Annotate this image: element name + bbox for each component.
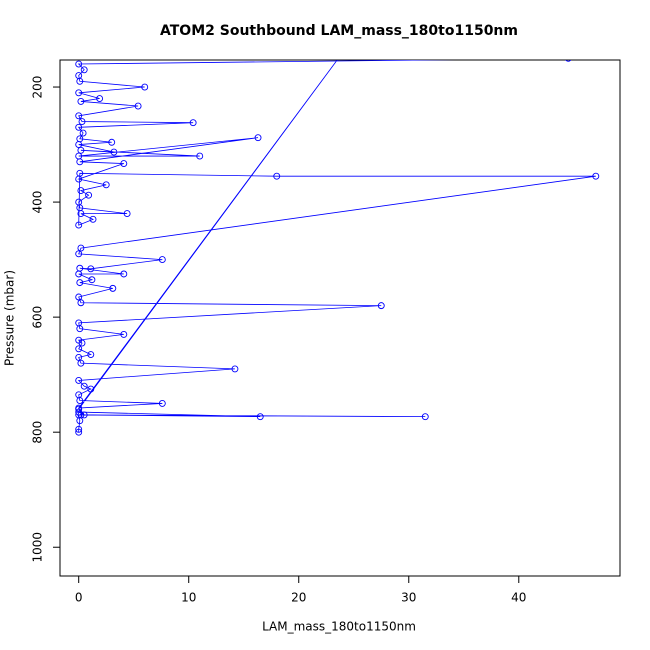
x-tick-label: 20 (291, 591, 306, 605)
data-point (75, 293, 83, 301)
data-point (75, 175, 83, 183)
data-point (231, 365, 239, 373)
data-point (78, 118, 86, 126)
data-point (340, 50, 346, 56)
data-point (75, 353, 83, 361)
data-point (80, 66, 88, 74)
data-point (75, 376, 83, 384)
data-point (76, 279, 84, 287)
data-point (88, 276, 96, 284)
data-point (141, 83, 149, 91)
data-point (77, 359, 85, 367)
data-point (421, 413, 429, 421)
data-point (123, 210, 131, 218)
data-point (196, 152, 204, 160)
data-point (120, 270, 128, 278)
data-point (76, 135, 84, 143)
data-point (75, 319, 83, 327)
y-tick-label: 400 (31, 191, 45, 214)
data-point (189, 119, 197, 127)
data-point (75, 425, 83, 433)
data-point (273, 172, 281, 180)
data-point (80, 411, 88, 419)
data-point (108, 138, 116, 146)
series-line (77, 60, 596, 433)
data-point (256, 413, 264, 421)
y-tick-label: 1000 (31, 532, 45, 563)
data-point (75, 408, 83, 416)
data-point (87, 351, 95, 358)
y-axis-label: Pressure (mbar) (3, 270, 17, 366)
data-point (75, 404, 83, 412)
data-point (75, 198, 83, 206)
data-point (254, 134, 262, 142)
data-point (77, 146, 85, 154)
data-point (158, 256, 166, 264)
data-point (75, 60, 83, 68)
data-point (77, 187, 85, 195)
data-point (75, 152, 83, 160)
data-point (79, 129, 87, 137)
data-point (76, 264, 84, 272)
y-tick-label: 600 (31, 306, 45, 329)
data-point (110, 148, 118, 156)
y-tick-label: 800 (31, 421, 45, 444)
data-point (75, 345, 83, 353)
data-point (134, 102, 142, 110)
data-point (87, 385, 95, 393)
data-point (377, 302, 385, 310)
chart-title: ATOM2 Southbound LAM_mass_180to1150nm (160, 23, 518, 39)
data-point (77, 97, 85, 105)
data-point (75, 336, 83, 344)
data-point (158, 399, 166, 407)
data-point (89, 215, 97, 223)
data-point (109, 284, 117, 292)
data-point (75, 72, 83, 79)
data-point (102, 181, 110, 189)
data-point (75, 112, 83, 120)
data-point (96, 95, 104, 102)
data-point (75, 123, 83, 131)
data-point (80, 382, 88, 390)
data-point (77, 299, 85, 307)
data-point (120, 160, 128, 167)
data-point (87, 265, 95, 273)
data-point (592, 172, 600, 180)
data-point (120, 330, 128, 338)
x-axis-label: LAM_mass_180to1150nm (262, 620, 416, 634)
y-tick-label: 200 (31, 76, 45, 99)
data-point (85, 191, 93, 199)
plot-frame (59, 59, 621, 577)
data-point (77, 244, 85, 252)
plot-area (75, 50, 600, 436)
data-point (75, 221, 83, 229)
data-point (75, 428, 83, 436)
x-tick-label: 0 (75, 591, 83, 605)
data-point (75, 391, 83, 399)
x-tick-label: 10 (181, 591, 196, 605)
data-point (75, 89, 83, 97)
x-tick-label: 30 (401, 591, 416, 605)
data-point (565, 60, 572, 62)
data-point (75, 250, 83, 258)
x-tick-label: 40 (511, 591, 526, 605)
